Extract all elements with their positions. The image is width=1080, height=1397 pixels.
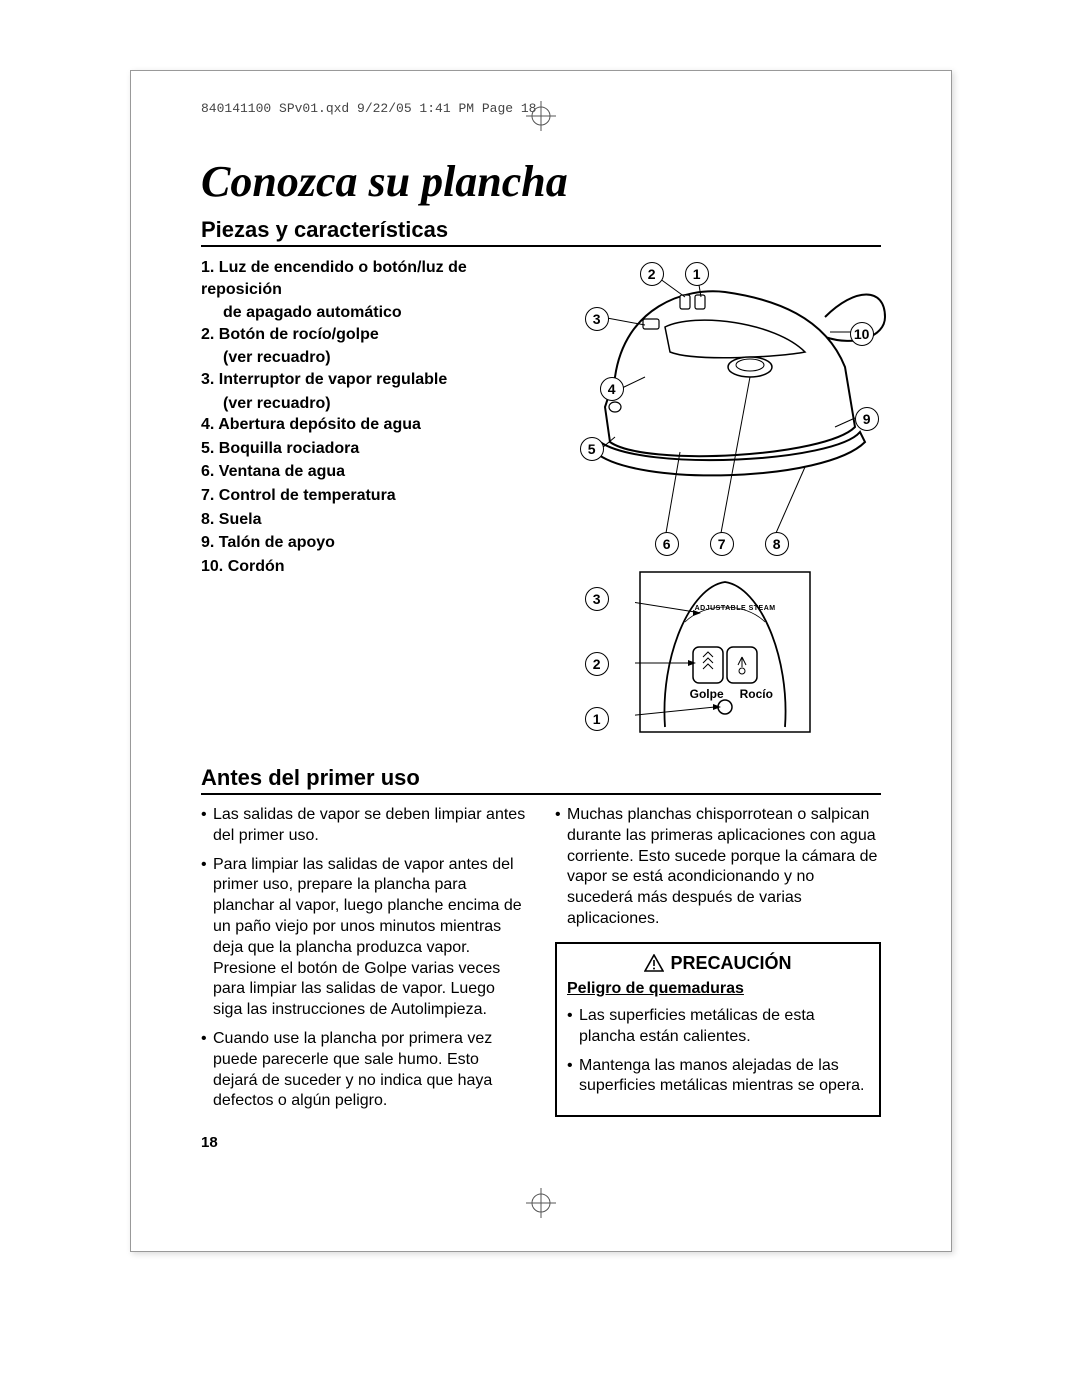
before-use-section: Antes del primer uso •Las salidas de vap… bbox=[201, 765, 881, 1151]
page-title: Conozca su plancha bbox=[201, 156, 881, 207]
bullet-item: •Cuando use la plancha por primera vez p… bbox=[201, 1029, 527, 1112]
parts-list-item: 5. Boquilla rociadora bbox=[201, 438, 505, 460]
section-divider-2 bbox=[201, 793, 881, 795]
inset-control-illustration bbox=[635, 567, 835, 737]
page-number: 18 bbox=[201, 1134, 881, 1151]
callout-10: 10 bbox=[850, 322, 874, 346]
parts-list: 1. Luz de encendido o botón/luz de repos… bbox=[201, 257, 505, 747]
caution-title-text: PRECAUCIÓN bbox=[670, 952, 791, 975]
parts-list-item: 2. Botón de rocío/golpe bbox=[201, 324, 505, 346]
parts-list-item: 10. Cordón bbox=[201, 556, 505, 578]
bullet-item: •Muchas planchas chisporrotean o salpica… bbox=[555, 805, 881, 930]
caution-heading: PRECAUCIÓN bbox=[567, 952, 869, 975]
section-parts-heading: Piezas y características bbox=[201, 217, 881, 243]
section-before-heading: Antes del primer uso bbox=[201, 765, 881, 791]
bullet-text: Cuando use la plancha por primera vez pu… bbox=[213, 1029, 527, 1112]
inset-label-golpe: Golpe bbox=[690, 687, 724, 701]
registration-mark-bottom bbox=[526, 1188, 556, 1221]
callout-7: 7 bbox=[710, 532, 734, 556]
parts-list-item: 8. Suela bbox=[201, 509, 505, 531]
parts-and-diagram: 1. Luz de encendido o botón/luz de repos… bbox=[201, 257, 881, 747]
parts-list-item-extra: (ver recuadro) bbox=[201, 347, 505, 369]
parts-list-item-extra: de apagado automático bbox=[201, 302, 505, 324]
bullet-dot: • bbox=[201, 855, 213, 1021]
callout-1: 1 bbox=[685, 262, 709, 286]
iron-diagram-area: Golpe Rocío ADJUSTABLE STEAM 21310495678… bbox=[525, 257, 881, 747]
bullet-dot: • bbox=[555, 805, 567, 930]
left-column: •Las salidas de vapor se deben limpiar a… bbox=[201, 805, 527, 1120]
callout-2: 2 bbox=[585, 652, 609, 676]
inset-label-rocio: Rocío bbox=[740, 687, 773, 701]
right-column: •Muchas planchas chisporrotean o salpica… bbox=[555, 805, 881, 1120]
callout-6: 6 bbox=[655, 532, 679, 556]
bullet-text: Muchas planchas chisporrotean o salpican… bbox=[567, 805, 881, 930]
callout-5: 5 bbox=[580, 437, 604, 461]
callout-9: 9 bbox=[855, 407, 879, 431]
inset-label-arc: ADJUSTABLE STEAM bbox=[695, 605, 776, 612]
parts-list-item: 7. Control de temperatura bbox=[201, 485, 505, 507]
parts-list-item: 9. Talón de apoyo bbox=[201, 532, 505, 554]
bullet-item: •Las superficies metálicas de esta planc… bbox=[567, 1006, 869, 1048]
parts-list-item: 4. Abertura depósito de agua bbox=[201, 414, 505, 436]
callout-8: 8 bbox=[765, 532, 789, 556]
callout-3: 3 bbox=[585, 587, 609, 611]
bullet-dot: • bbox=[201, 1029, 213, 1112]
section-divider bbox=[201, 245, 881, 247]
callout-1: 1 bbox=[585, 707, 609, 731]
bullet-text: Mantenga las manos alejadas de las super… bbox=[579, 1056, 869, 1098]
page-inner: 840141100 SPv01.qxd 9/22/05 1:41 PM Page… bbox=[131, 71, 951, 1251]
two-column-text: •Las salidas de vapor se deben limpiar a… bbox=[201, 805, 881, 1120]
bullet-item: •Para limpiar las salidas de vapor antes… bbox=[201, 855, 527, 1021]
bullet-dot: • bbox=[201, 805, 213, 847]
bullet-text: Las superficies metálicas de esta planch… bbox=[579, 1006, 869, 1048]
parts-list-item-extra: (ver recuadro) bbox=[201, 393, 505, 415]
bullet-text: Las salidas de vapor se deben limpiar an… bbox=[213, 805, 527, 847]
caution-subtitle: Peligro de quemaduras bbox=[567, 979, 869, 1000]
bullet-item: •Las salidas de vapor se deben limpiar a… bbox=[201, 805, 527, 847]
parts-list-item: 6. Ventana de agua bbox=[201, 461, 505, 483]
callout-3: 3 bbox=[585, 307, 609, 331]
callout-2: 2 bbox=[640, 262, 664, 286]
bullet-dot: • bbox=[567, 1006, 579, 1048]
callout-4: 4 bbox=[600, 377, 624, 401]
iron-illustration bbox=[525, 257, 895, 557]
bullet-text: Para limpiar las salidas de vapor antes … bbox=[213, 855, 527, 1021]
parts-list-item: 1. Luz de encendido o botón/luz de repos… bbox=[201, 257, 505, 300]
registration-mark-top bbox=[526, 101, 556, 134]
manual-page: 840141100 SPv01.qxd 9/22/05 1:41 PM Page… bbox=[130, 70, 952, 1252]
warning-icon bbox=[644, 954, 664, 972]
bullet-dot: • bbox=[567, 1056, 579, 1098]
caution-box: PRECAUCIÓN Peligro de quemaduras •Las su… bbox=[555, 942, 881, 1117]
bullet-item: •Mantenga las manos alejadas de las supe… bbox=[567, 1056, 869, 1098]
parts-list-item: 3. Interruptor de vapor regulable bbox=[201, 369, 505, 391]
